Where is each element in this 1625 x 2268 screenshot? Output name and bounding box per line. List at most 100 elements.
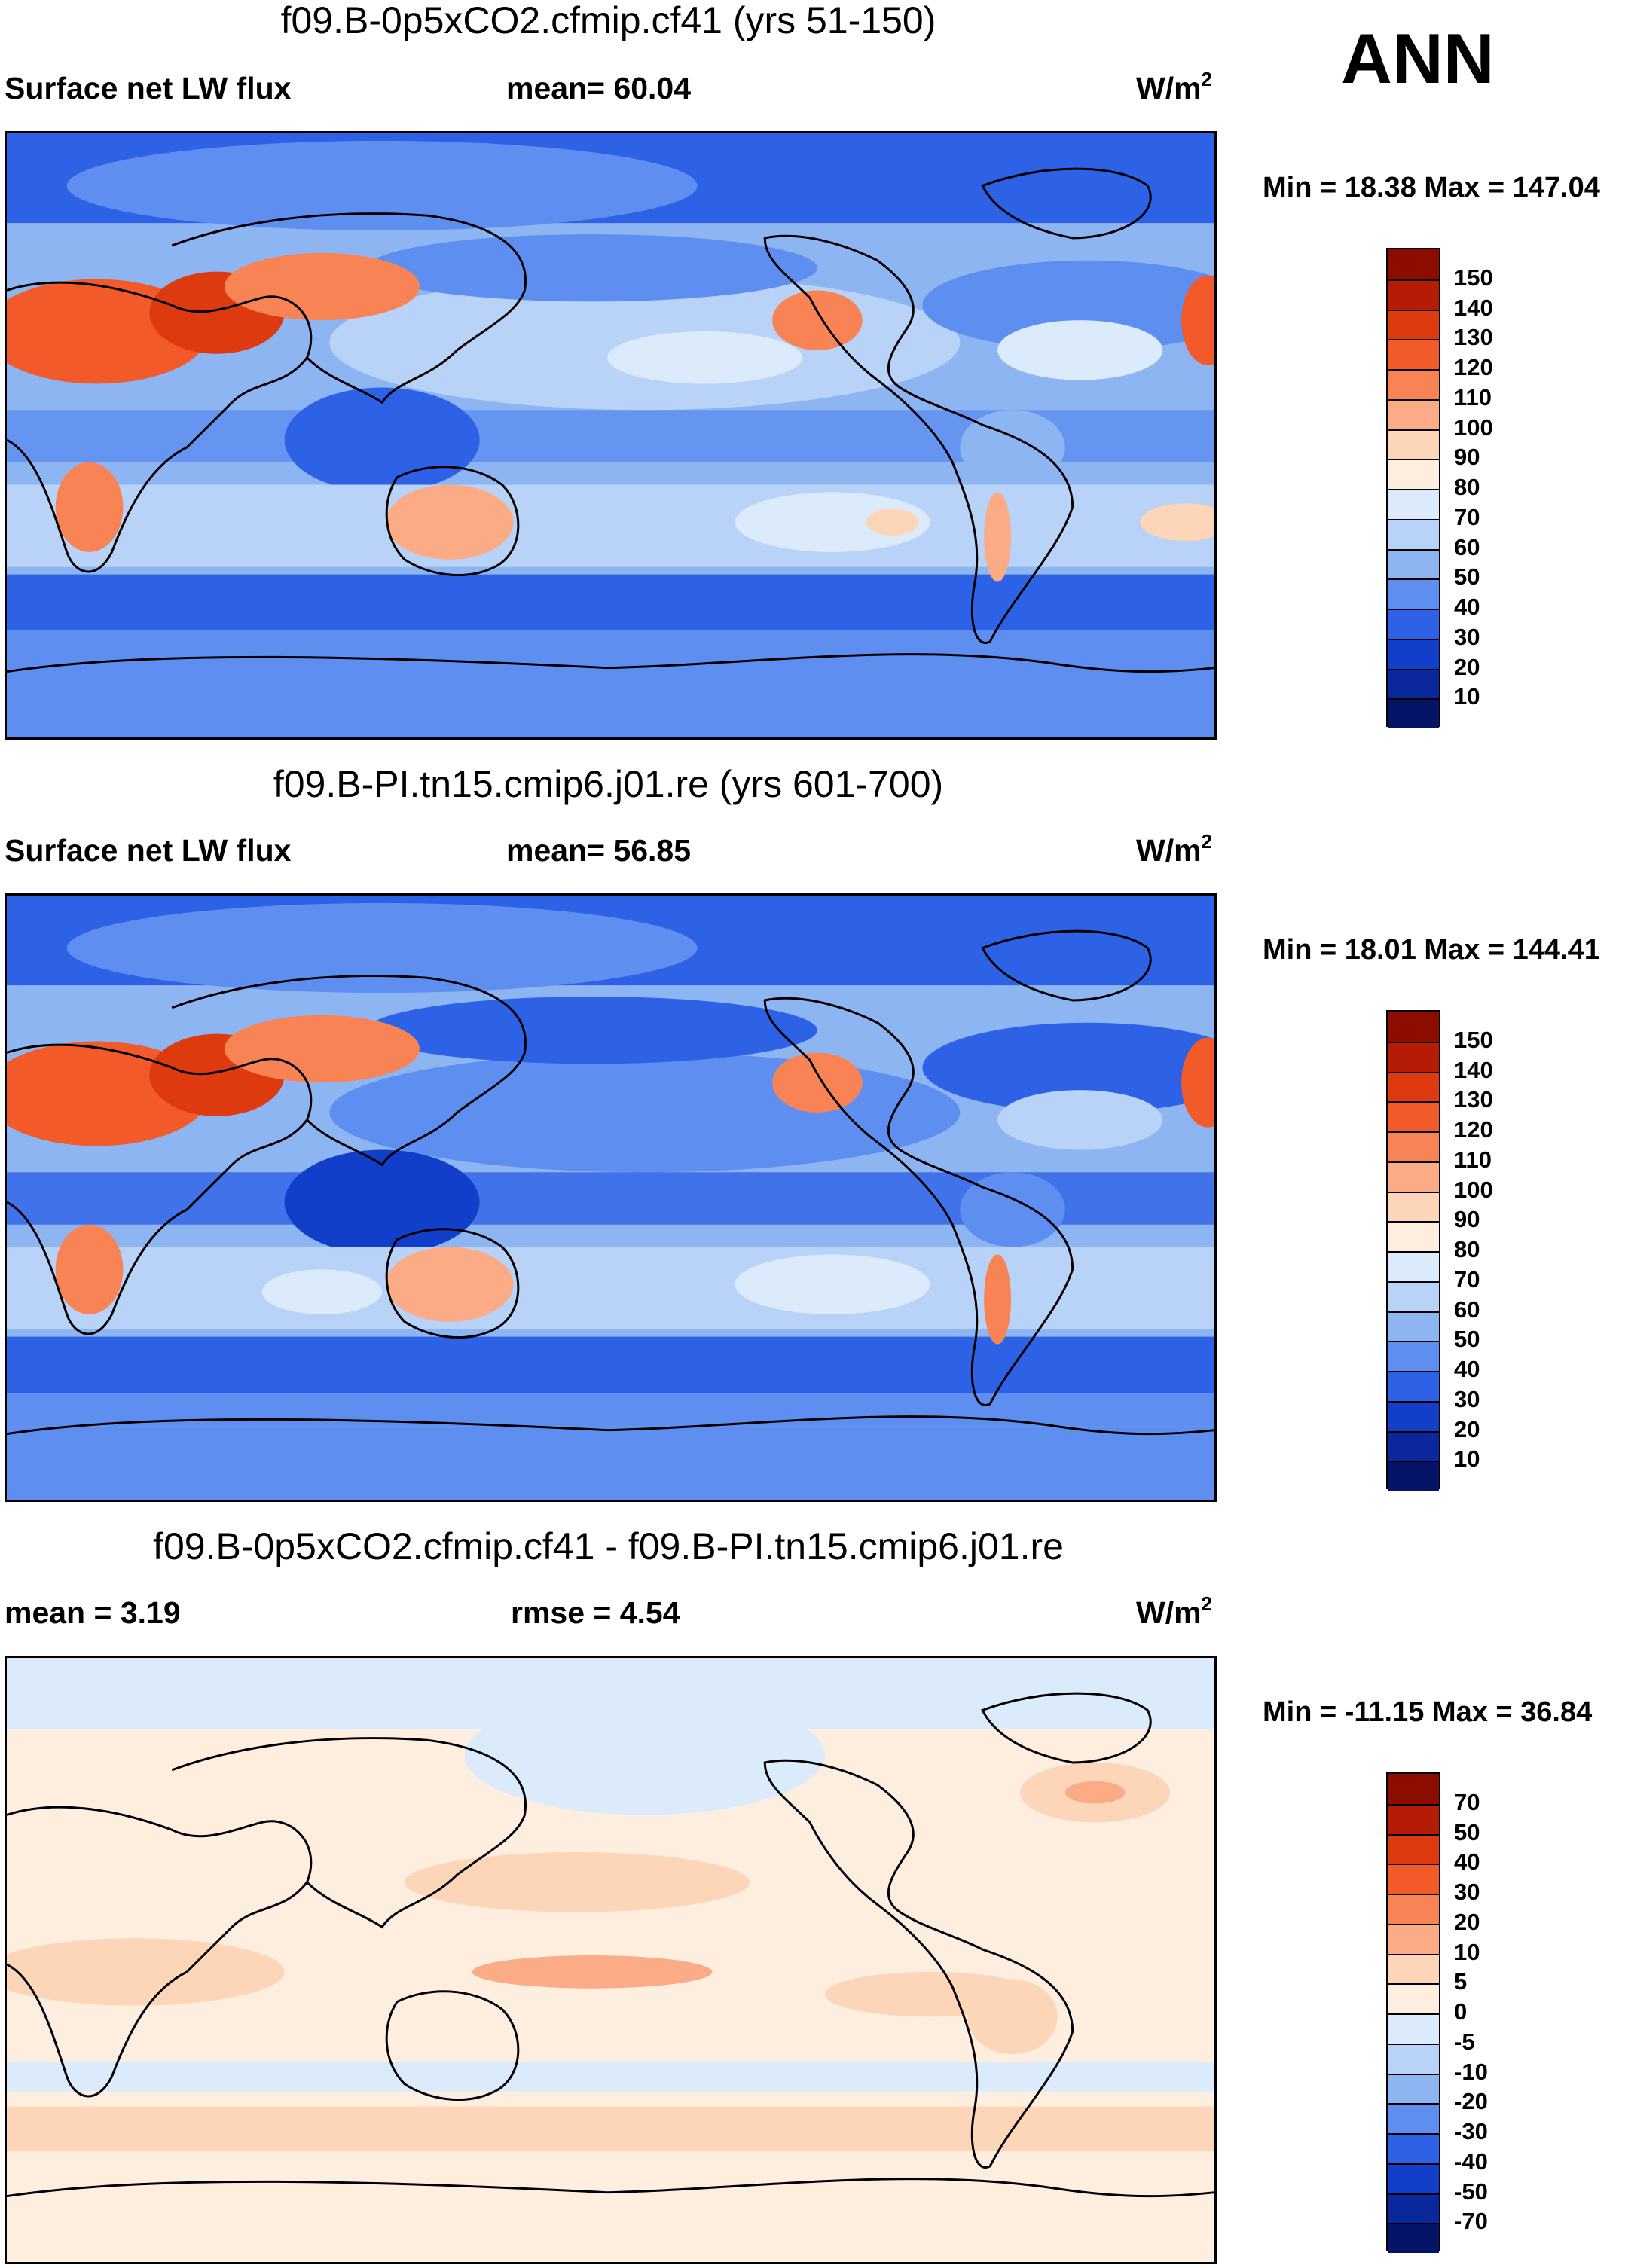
colorbar-segment bbox=[1388, 2193, 1439, 2224]
coast-americas bbox=[763, 997, 1074, 1406]
coast-greenland bbox=[981, 167, 1152, 240]
coast-americas bbox=[763, 1759, 1074, 2169]
map-spac-light bbox=[735, 492, 930, 552]
colorbar-segment bbox=[1388, 2223, 1439, 2253]
colorbar-segment bbox=[1388, 2103, 1439, 2133]
map-npac-cool bbox=[464, 1695, 825, 1815]
colorbar-tick-label: 30 bbox=[1454, 623, 1480, 650]
panel1-map-svg bbox=[7, 133, 1214, 737]
colorbar-tick-label: 40 bbox=[1454, 1848, 1480, 1876]
map-central-asia bbox=[224, 1015, 420, 1083]
colorbar-segment bbox=[1388, 1281, 1439, 1311]
map-antarctica bbox=[7, 664, 1214, 737]
colorbar-segment bbox=[1388, 1983, 1439, 2013]
colorbar-segment bbox=[1388, 429, 1439, 459]
panel1-map bbox=[5, 131, 1217, 740]
map-australia bbox=[386, 484, 514, 560]
colorbar-tick-label: 120 bbox=[1454, 1116, 1493, 1143]
colorbar-tick-label: -5 bbox=[1454, 2028, 1475, 2055]
map-npacific bbox=[329, 1052, 961, 1173]
coast-greenland bbox=[981, 1692, 1152, 1764]
colorbar-tick-label: 50 bbox=[1454, 1326, 1480, 1353]
colorbar-tick-label: 80 bbox=[1454, 1236, 1480, 1262]
colorbar-tick-label: 100 bbox=[1454, 414, 1493, 441]
colorbar-tick-label: 50 bbox=[1454, 563, 1480, 591]
map-natl-light bbox=[997, 1090, 1163, 1150]
colorbar-segment bbox=[1388, 1221, 1439, 1251]
colorbar-segment bbox=[1388, 1251, 1439, 1281]
colorbar-3 bbox=[1386, 1772, 1440, 2253]
map-so-warm-band bbox=[7, 2106, 1214, 2152]
map-southern-africa bbox=[55, 1224, 124, 1314]
map-andes bbox=[984, 492, 1012, 582]
panel1-units: W/m2 bbox=[1136, 68, 1213, 105]
map-sh-cool-band bbox=[7, 2061, 1214, 2092]
colorbar-segment bbox=[1388, 1012, 1439, 1042]
colorbar-tick-label: 10 bbox=[1454, 683, 1480, 710]
colorbar-segment bbox=[1388, 1191, 1439, 1222]
map-australia bbox=[386, 1247, 514, 1322]
colorbar-segment bbox=[1388, 1131, 1439, 1161]
panel3-minmax: Min = -11.15 Max = 36.84 bbox=[1263, 1696, 1593, 1728]
panel2-units: W/m2 bbox=[1136, 830, 1213, 868]
map-west-sahara-edge bbox=[1181, 1037, 1214, 1128]
map-coastlines bbox=[7, 1692, 1214, 2198]
coast-antarctica bbox=[7, 653, 1214, 673]
map-west-sahara-edge bbox=[1181, 275, 1214, 365]
map-coastlines bbox=[7, 929, 1214, 1436]
colorbar-segment bbox=[1388, 1371, 1439, 1401]
colorbar-segment bbox=[1388, 309, 1439, 340]
map-central-asia bbox=[224, 252, 420, 321]
panel1-left-label: Surface net LW flux bbox=[5, 71, 292, 105]
colorbar-segment bbox=[1388, 489, 1439, 519]
colorbar-tick-label: 140 bbox=[1454, 294, 1493, 321]
colorbar-segment bbox=[1388, 2043, 1439, 2074]
panel3-rmse: rmse = 4.54 bbox=[511, 1595, 680, 1630]
map-ssubtrop bbox=[7, 1247, 1214, 1329]
colorbar-tick-label: 80 bbox=[1454, 474, 1480, 500]
colorbar-tick-label: 5 bbox=[1454, 1968, 1468, 1995]
panel3-map bbox=[5, 1656, 1217, 2264]
map-warmpool bbox=[284, 387, 480, 493]
colorbar-tick-label: 150 bbox=[1454, 264, 1493, 291]
colorbar-tick-label: 130 bbox=[1454, 324, 1493, 351]
panel3-units: W/m2 bbox=[1136, 1592, 1213, 1630]
colorbar-tick-label: 50 bbox=[1454, 1818, 1480, 1845]
colorbar-segment bbox=[1388, 2133, 1439, 2163]
coast-eurasia bbox=[171, 212, 527, 404]
panel3-map-svg bbox=[7, 1658, 1214, 2262]
panel2-stat: mean= 56.85 bbox=[506, 833, 692, 868]
colorbar-1 bbox=[1386, 248, 1440, 728]
colorbar-tick-label: 40 bbox=[1454, 1356, 1480, 1382]
map-indian-light bbox=[261, 1269, 383, 1314]
map-natl-storm bbox=[922, 1022, 1214, 1113]
panel2-minmax: Min = 18.01 Max = 144.41 bbox=[1263, 934, 1600, 966]
colorbar-segment bbox=[1388, 1864, 1439, 1894]
map-npac-warm bbox=[405, 1852, 750, 1912]
map-npacific-spot bbox=[607, 331, 803, 384]
colorbar-segment bbox=[1388, 578, 1439, 609]
season-label: ANN bbox=[1341, 19, 1495, 98]
colorbar-tick-label: 150 bbox=[1454, 1026, 1493, 1053]
map-southern-africa bbox=[55, 462, 124, 552]
colorbar-tick-label: 10 bbox=[1454, 1445, 1480, 1473]
map-trop-pac-warm bbox=[472, 1955, 713, 1989]
map-natl-light bbox=[997, 320, 1163, 380]
coast-americas bbox=[763, 234, 1074, 644]
colorbar-tick-label: -20 bbox=[1454, 2088, 1488, 2115]
coast-antarctica bbox=[7, 1415, 1214, 1436]
coast-africa bbox=[7, 1806, 313, 2098]
colorbar-segment bbox=[1388, 1774, 1439, 1804]
coast-africa bbox=[7, 1043, 313, 1335]
colorbar-segment bbox=[1388, 1833, 1439, 1864]
colorbar-segment bbox=[1388, 1311, 1439, 1342]
colorbar-segment bbox=[1388, 1101, 1439, 1131]
map-npac-storm bbox=[367, 996, 817, 1064]
panel3-title: f09.B-0p5xCO2.cfmip.cf41 - f09.B-PI.tn15… bbox=[153, 1525, 1064, 1567]
colorbar-tick-label: -50 bbox=[1454, 2178, 1488, 2205]
colorbar-segment bbox=[1388, 548, 1439, 579]
colorbar-tick-label: 30 bbox=[1454, 1385, 1480, 1412]
colorbar-segment bbox=[1388, 1341, 1439, 1371]
colorbar-segment bbox=[1388, 698, 1439, 728]
map-coastlines bbox=[7, 167, 1214, 673]
